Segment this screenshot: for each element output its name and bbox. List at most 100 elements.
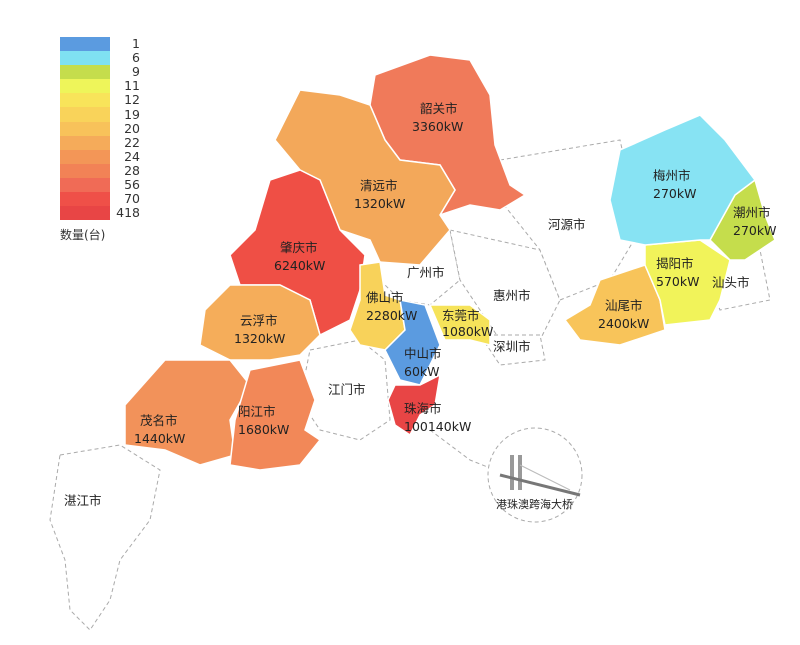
region-zhaoqing xyxy=(229,169,366,337)
label-heyuan: 河源市 xyxy=(548,217,586,232)
svg-text:2400kW: 2400kW xyxy=(598,316,649,331)
legend-label: 11 xyxy=(124,78,140,94)
legend-label: 12 xyxy=(124,92,140,108)
region-heyuan xyxy=(499,139,641,301)
svg-text:1680kW: 1680kW xyxy=(238,422,289,437)
svg-text:3360kW: 3360kW xyxy=(412,119,463,134)
legend-label: 20 xyxy=(124,120,140,136)
bridge-label: 港珠澳跨海大桥 xyxy=(496,497,573,511)
svg-text:佛山市: 佛山市 xyxy=(366,290,404,305)
bridge-route xyxy=(429,429,496,471)
svg-text:1440kW: 1440kW xyxy=(134,431,185,446)
label-yunfu: 云浮市 1320kW xyxy=(234,313,285,346)
legend-swatch xyxy=(60,177,110,193)
legend-swatch xyxy=(60,37,110,52)
svg-text:清远市: 清远市 xyxy=(360,178,398,193)
legend-swatch xyxy=(60,149,110,164)
legend-item: 28 xyxy=(60,162,140,178)
label-shanwei: 汕尾市 2400kW xyxy=(598,298,649,331)
map-legend: 1 6 9 11 12 19 20 22 24 28 56 70 418 数量(台) xyxy=(60,37,140,243)
legend-swatch xyxy=(60,192,110,207)
legend-label: 9 xyxy=(132,64,140,80)
legend-label: 22 xyxy=(124,134,140,150)
region-dongguan xyxy=(428,304,491,346)
label-guangzhou: 广州市 xyxy=(407,265,445,280)
label-huizhou: 惠州市 xyxy=(493,288,531,303)
svg-text:珠海市: 珠海市 xyxy=(404,401,442,416)
label-zhuhai: 珠海市 100140kW xyxy=(404,401,471,434)
legend-item: 19 xyxy=(60,106,140,122)
label-yangjiang: 阳江市 1680kW xyxy=(238,404,289,437)
svg-text:肇庆市: 肇庆市 xyxy=(280,240,318,255)
legend-item: 6 xyxy=(60,50,140,66)
svg-text:270kW: 270kW xyxy=(653,186,696,201)
label-maoming: 茂名市 1440kW xyxy=(134,413,185,446)
legend-item: 1 xyxy=(60,36,140,52)
legend-swatch xyxy=(60,79,110,94)
label-foshan: 佛山市 2280kW xyxy=(366,290,417,323)
legend-item: 11 xyxy=(60,78,140,94)
svg-text:汕尾市: 汕尾市 xyxy=(605,298,643,313)
label-zhanjiang: 湛江市 xyxy=(64,493,102,508)
legend-item: 20 xyxy=(60,120,140,136)
legend-label: 70 xyxy=(124,191,140,207)
legend-label: 1 xyxy=(132,36,140,52)
region-zhanjiang xyxy=(49,444,161,631)
legend-label: 24 xyxy=(124,148,140,164)
legend-item: 418 xyxy=(60,205,140,221)
legend-label: 28 xyxy=(124,162,140,178)
legend-label: 56 xyxy=(124,176,140,192)
svg-text:中山市: 中山市 xyxy=(404,346,442,361)
region-chaozhou xyxy=(709,178,776,261)
svg-text:100140kW: 100140kW xyxy=(404,419,471,434)
bridge-callout-circle xyxy=(487,427,583,523)
legend-label: 418 xyxy=(116,205,140,221)
region-shenzhen xyxy=(479,334,546,366)
legend-item: 56 xyxy=(60,176,140,193)
legend-swatch xyxy=(60,107,110,122)
svg-text:1320kW: 1320kW xyxy=(354,196,405,211)
legend-item: 12 xyxy=(60,92,140,108)
svg-text:570kW: 570kW xyxy=(656,274,699,289)
region-zhuhai xyxy=(387,373,441,437)
label-zhongshan: 中山市 60kW xyxy=(404,346,442,379)
region-yunfu xyxy=(199,284,321,361)
label-jiangmen: 江门市 xyxy=(328,382,366,397)
legend-swatch xyxy=(60,163,110,178)
region-meizhou xyxy=(609,114,757,246)
legend-title: 数量(台) xyxy=(60,228,106,243)
label-chaozhou: 潮州市 270kW xyxy=(733,205,776,238)
region-jieyang xyxy=(644,239,731,326)
label-shenzhen: 深圳市 xyxy=(493,339,531,354)
legend-item: 24 xyxy=(60,148,140,164)
svg-text:6240kW: 6240kW xyxy=(274,258,325,273)
label-shantou: 汕头市 xyxy=(712,275,750,290)
label-zhaoqing: 肇庆市 6240kW xyxy=(274,240,325,273)
svg-text:韶关市: 韶关市 xyxy=(420,101,458,116)
legend-label: 19 xyxy=(124,106,140,122)
label-meizhou: 梅州市 270kW xyxy=(653,168,696,201)
svg-text:云浮市: 云浮市 xyxy=(240,313,278,328)
region-maoming xyxy=(124,359,251,466)
svg-text:1080kW: 1080kW xyxy=(442,324,493,339)
svg-text:2280kW: 2280kW xyxy=(366,308,417,323)
legend-item: 9 xyxy=(60,64,140,80)
bridge-icon xyxy=(499,455,581,497)
svg-text:东莞市: 东莞市 xyxy=(442,308,480,323)
legend-item: 70 xyxy=(60,191,140,207)
legend-swatch xyxy=(60,93,110,108)
legend-swatch xyxy=(60,51,110,66)
legend-item: 22 xyxy=(60,134,140,150)
svg-text:潮州市: 潮州市 xyxy=(733,205,771,220)
legend-swatch xyxy=(60,135,110,150)
svg-text:1320kW: 1320kW xyxy=(234,331,285,346)
label-jieyang: 揭阳市 570kW xyxy=(656,256,699,289)
svg-text:茂名市: 茂名市 xyxy=(140,413,178,428)
svg-text:阳江市: 阳江市 xyxy=(238,404,276,419)
legend-label: 6 xyxy=(132,50,140,66)
legend-swatch xyxy=(60,206,110,221)
label-qingyuan: 清远市 1320kW xyxy=(354,178,405,211)
legend-swatch xyxy=(60,65,110,80)
